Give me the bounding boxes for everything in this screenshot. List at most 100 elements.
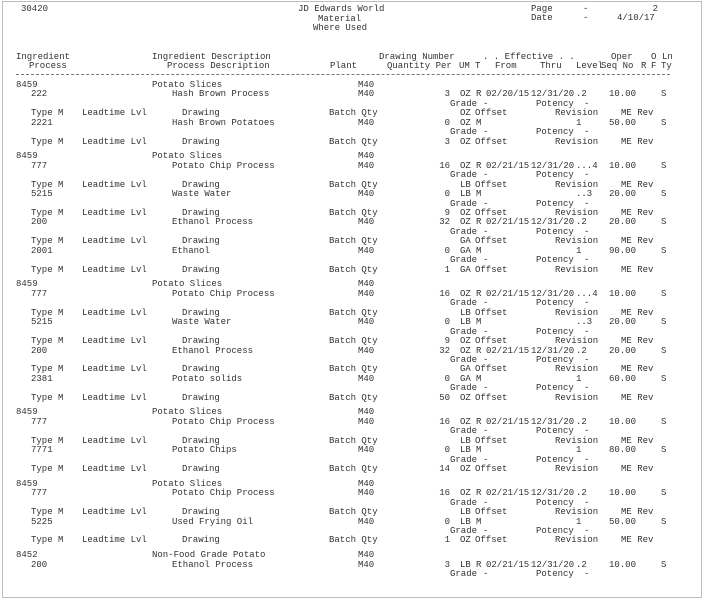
ln-ty: S [661, 559, 667, 570]
ln-ty: S [661, 245, 667, 256]
effective-from: 02/21/15 [486, 416, 530, 427]
report-id: 30420 [21, 4, 49, 14]
drawing-label: Drawing [182, 507, 220, 518]
oper-seq-no: 10.00 [608, 89, 636, 100]
effective-from: 02/21/15 [486, 345, 530, 356]
offset-label: Offset [475, 136, 508, 147]
potency-dash: - [584, 497, 590, 508]
batch-um: OZ [460, 535, 471, 546]
level: ..3 [576, 189, 593, 200]
effective-from: 02/21/15 [486, 160, 530, 171]
process-description: Ethanol Process [172, 217, 254, 228]
potency-label: Potency [536, 354, 574, 365]
grade-label: Grade [450, 170, 478, 181]
item-plant: M40 [358, 478, 375, 489]
potency-label: Potency [536, 497, 574, 508]
type-m-label: Type M [31, 435, 64, 446]
oper-seq-no: 10.00 [608, 160, 636, 171]
revision-label: Revision [555, 307, 599, 318]
potency-label: Potency [536, 255, 574, 266]
oper-seq-no: 10.00 [608, 288, 636, 299]
process-number: 2001 [31, 245, 53, 256]
type-m-label: Type M [31, 392, 64, 403]
ln-ty: S [661, 189, 667, 200]
grade-label: Grade [450, 569, 478, 580]
me-rev-label: ME Rev [621, 507, 654, 518]
potency-label: Potency [536, 426, 574, 437]
item-description: Potato Slices [152, 478, 223, 489]
oper-seq-no: 50.00 [608, 516, 636, 527]
drawing-label: Drawing [182, 108, 220, 119]
revision-label: Revision [555, 136, 599, 147]
potency-dash: - [584, 198, 590, 209]
leadtime-label: Leadtime Lvl [82, 236, 147, 247]
oper-seq-no: 20.00 [608, 317, 636, 328]
batch-qty-label: Batch Qty [329, 179, 378, 190]
batch-qty-label: Batch Qty [329, 307, 378, 318]
offset-label: Offset [475, 108, 508, 119]
process-number: 200 [31, 217, 48, 228]
grade-label: Grade [450, 255, 478, 266]
grade-label: Grade [450, 526, 478, 537]
col-r: R [641, 61, 647, 71]
quantity-per: 16 [439, 488, 450, 499]
process-plant: M40 [358, 516, 375, 527]
process-number: 777 [31, 288, 48, 299]
batch-qty-label: Batch Qty [329, 336, 378, 347]
unit-of-measure: LB [460, 516, 471, 527]
item-description: Potato Slices [152, 151, 223, 162]
process-description: Used Frying Oil [172, 516, 254, 527]
grade-label: Grade [450, 98, 478, 109]
potency-dash: - [584, 326, 590, 337]
batch-qty-label: Batch Qty [329, 364, 378, 375]
col-f: F [651, 61, 657, 71]
leadtime-label: Leadtime Lvl [82, 435, 147, 446]
leadtime-label: Leadtime Lvl [82, 136, 147, 147]
ln-ty: S [661, 89, 667, 100]
item-number: 8459 [16, 407, 38, 418]
batch-qty: 9 [444, 208, 450, 219]
quantity-per: 0 [444, 516, 450, 527]
quantity-per: 32 [439, 345, 450, 356]
level: 1 [576, 445, 582, 456]
line-type: R [476, 89, 482, 100]
revision-label: Revision [555, 392, 599, 403]
date-dash: - [583, 13, 589, 23]
grade-label: Grade [450, 226, 478, 237]
process-description: Waste Water [172, 189, 232, 200]
potency-label: Potency [536, 383, 574, 394]
unit-of-measure: OZ [460, 488, 471, 499]
potency-dash: - [584, 526, 590, 537]
grade-dash: - [483, 426, 489, 437]
drawing-label: Drawing [182, 179, 220, 190]
effective-thru: 12/31/20 [531, 89, 575, 100]
batch-um: OZ [460, 336, 471, 347]
unit-of-measure: OZ [460, 217, 471, 228]
line-type: M [476, 189, 482, 200]
level: .2 [576, 345, 587, 356]
grade-dash: - [483, 497, 489, 508]
batch-qty-label: Batch Qty [329, 535, 378, 546]
unit-of-measure: OZ [460, 117, 471, 128]
unit-of-measure: GA [460, 245, 471, 256]
batch-um: LB [460, 435, 471, 446]
offset-label: Offset [475, 236, 508, 247]
col-process: Process [29, 61, 67, 71]
type-m-label: Type M [31, 507, 64, 518]
potency-dash: - [584, 426, 590, 437]
grade-label: Grade [450, 497, 478, 508]
drawing-label: Drawing [182, 364, 220, 375]
type-m-label: Type M [31, 236, 64, 247]
potency-dash: - [584, 354, 590, 365]
col-ingredient-desc: Ingredient Description [152, 52, 271, 62]
col-drawing-number: Drawing Number [379, 52, 455, 62]
drawing-label: Drawing [182, 307, 220, 318]
process-description: Potato Chip Process [172, 160, 275, 171]
effective-thru: 12/31/20 [531, 160, 575, 171]
me-rev-label: ME Rev [621, 208, 654, 219]
process-plant: M40 [358, 160, 375, 171]
effective-thru: 12/31/20 [531, 345, 575, 356]
quantity-per: 16 [439, 160, 450, 171]
quantity-per: 32 [439, 217, 450, 228]
quantity-per: 0 [444, 245, 450, 256]
